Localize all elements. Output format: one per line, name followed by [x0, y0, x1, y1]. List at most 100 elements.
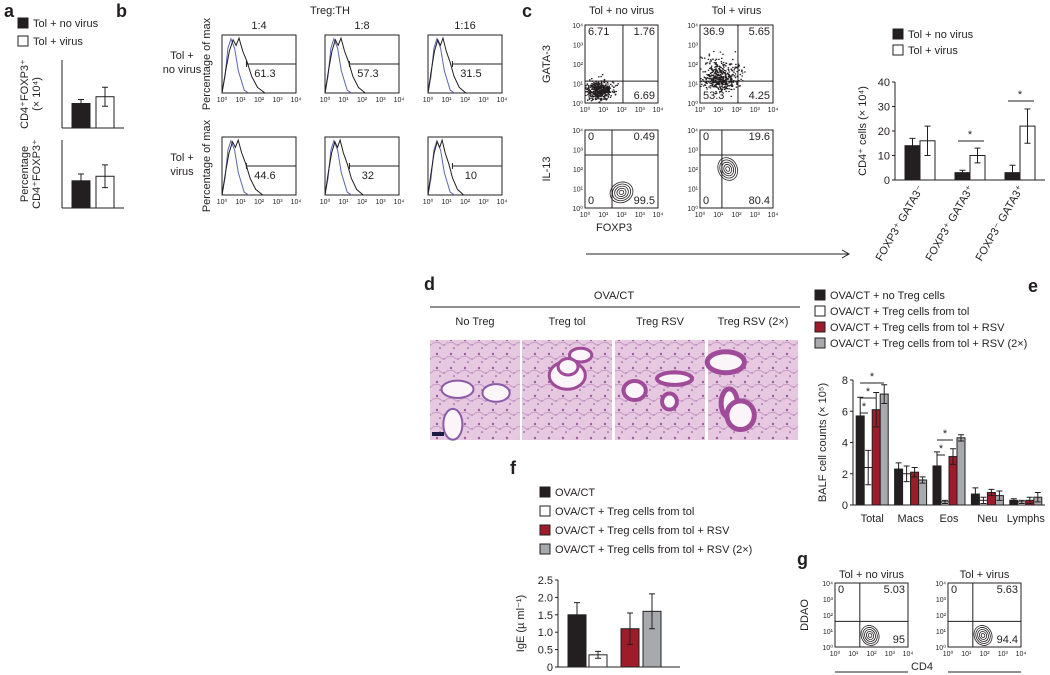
- significance-star: *: [939, 443, 944, 455]
- error-bar: [988, 488, 995, 497]
- legend-swatch: [814, 337, 826, 349]
- x-tick-label: 10³: [750, 212, 761, 219]
- quadrant-value: 99.5: [634, 195, 655, 207]
- legend-swatch: [539, 543, 551, 555]
- x-tick-label: 10⁰: [580, 211, 591, 219]
- x-tick-label: 10⁰: [943, 650, 954, 658]
- panel-letter: c: [522, 1, 532, 21]
- x-tick-label: 10⁰: [217, 96, 228, 104]
- y-tick-label: 0: [842, 500, 848, 512]
- y-axis-label: Percentage of max: [201, 119, 213, 212]
- x-tick-label: 10³: [272, 97, 283, 104]
- x-tick-label: Neu: [977, 513, 997, 525]
- quadrant-value: 94.4: [997, 634, 1018, 646]
- legend-label: OVA/CT + Treg cells from tol + RSV (2×): [830, 338, 1027, 350]
- bar: [879, 393, 889, 506]
- sample-histogram: [221, 138, 264, 196]
- y-tick-label: 20: [878, 126, 890, 138]
- y-axis-label: CD4⁺FOXP3⁺: [31, 139, 43, 209]
- contour: [719, 159, 737, 179]
- contour: [611, 183, 632, 202]
- quadrant-value: 19.6: [749, 131, 770, 143]
- error-bar: [950, 448, 956, 465]
- panel-letter: g: [797, 549, 808, 569]
- error-bar: [1010, 498, 1017, 503]
- x-tick-label: 10³: [375, 199, 386, 206]
- x-tick-label: 10²: [460, 97, 471, 104]
- error-bar: [595, 650, 601, 659]
- legend-swatch: [539, 486, 551, 498]
- x-tick-label: FOXP3⁻ GATA3⁺: [974, 183, 1027, 263]
- error-bar: [574, 602, 580, 628]
- error-bar: [857, 396, 864, 436]
- gate-marker: [348, 61, 399, 67]
- percent-value: 61.3: [254, 68, 275, 80]
- quadrant-value: 36.9: [703, 26, 724, 38]
- gate-marker: [348, 163, 399, 169]
- y-tick-label: 10⁴: [822, 581, 833, 588]
- sample-histogram: [427, 36, 467, 94]
- legend-swatch: [17, 17, 29, 29]
- airway: [621, 379, 648, 403]
- y-axis-label: (× 10⁴): [31, 77, 43, 111]
- gate-marker: [245, 61, 296, 67]
- sample-histogram: [221, 36, 266, 94]
- x-tick-label: Eos: [940, 513, 959, 525]
- x-tick-label: 10⁰: [320, 96, 331, 104]
- x-tick-label: 10³: [272, 199, 283, 206]
- x-tick-label: FOXP3⁺ GATA3⁻: [874, 183, 927, 263]
- x-tick-label: 10⁰: [217, 198, 228, 206]
- y-tick-label: 40: [878, 77, 890, 89]
- contour: [723, 164, 733, 174]
- contour: [616, 187, 627, 197]
- contour: [862, 627, 878, 644]
- quadrant-value: 0: [838, 584, 844, 596]
- x-tick-label: 10³: [885, 651, 896, 658]
- x-tick-label: 10⁰: [695, 106, 706, 114]
- y-tick-label: 10¹: [936, 629, 947, 636]
- significance-star: *: [862, 401, 867, 413]
- x-tick-label: 10⁴: [394, 199, 405, 206]
- y-tick-label: 10¹: [688, 82, 699, 89]
- y-tick-label: 10⁴: [572, 23, 583, 30]
- x-tick-label: 10¹: [598, 212, 609, 219]
- quadrant-value: 0: [951, 584, 957, 596]
- error-bar: [78, 98, 84, 109]
- error-bar: [1018, 499, 1025, 504]
- error-bar: [895, 462, 902, 476]
- sample-histogram: [324, 36, 366, 94]
- column-label: Treg tol: [549, 316, 586, 328]
- legend-label: Tol + no virus: [33, 18, 99, 30]
- event-dots: [585, 74, 620, 103]
- x-tick-label: 10³: [635, 212, 646, 219]
- significance-star: *: [870, 371, 875, 383]
- x-tick-label: 10³: [478, 97, 489, 104]
- x-tick-label: 10¹: [235, 97, 246, 104]
- y-tick-label: 10⁴: [935, 581, 946, 588]
- error-bar: [924, 125, 931, 156]
- x-axis-label: CD4: [911, 661, 933, 673]
- x-tick-label: 10³: [635, 107, 646, 114]
- airway: [724, 398, 757, 433]
- error-bar: [649, 593, 655, 630]
- error-bar: [1009, 164, 1016, 181]
- y-axis-label: GATA-3: [541, 45, 553, 83]
- legend-label: OVA/CT: [555, 487, 595, 499]
- x-tick-label: 10¹: [441, 97, 452, 104]
- y-tick-label: 10²: [688, 167, 699, 174]
- y-axis-label: IL-13: [541, 156, 553, 181]
- x-axis-label: FOXP3: [596, 222, 632, 234]
- x-tick-label: 10³: [750, 107, 761, 114]
- y-tick-label: 10³: [688, 148, 699, 155]
- x-tick-label: 10²: [357, 97, 368, 104]
- y-tick-label: 10¹: [573, 187, 584, 194]
- y-tick-label: 10³: [573, 43, 584, 50]
- panel-letter: e: [1028, 276, 1038, 296]
- legend-swatch: [892, 28, 904, 40]
- legend-swatch: [814, 321, 826, 333]
- x-tick-label: 10¹: [235, 199, 246, 206]
- airway: [704, 349, 747, 376]
- x-tick-label: 10¹: [338, 97, 349, 104]
- quadrant-value: 5.03: [884, 584, 905, 596]
- y-tick-label: 1.0: [538, 627, 553, 639]
